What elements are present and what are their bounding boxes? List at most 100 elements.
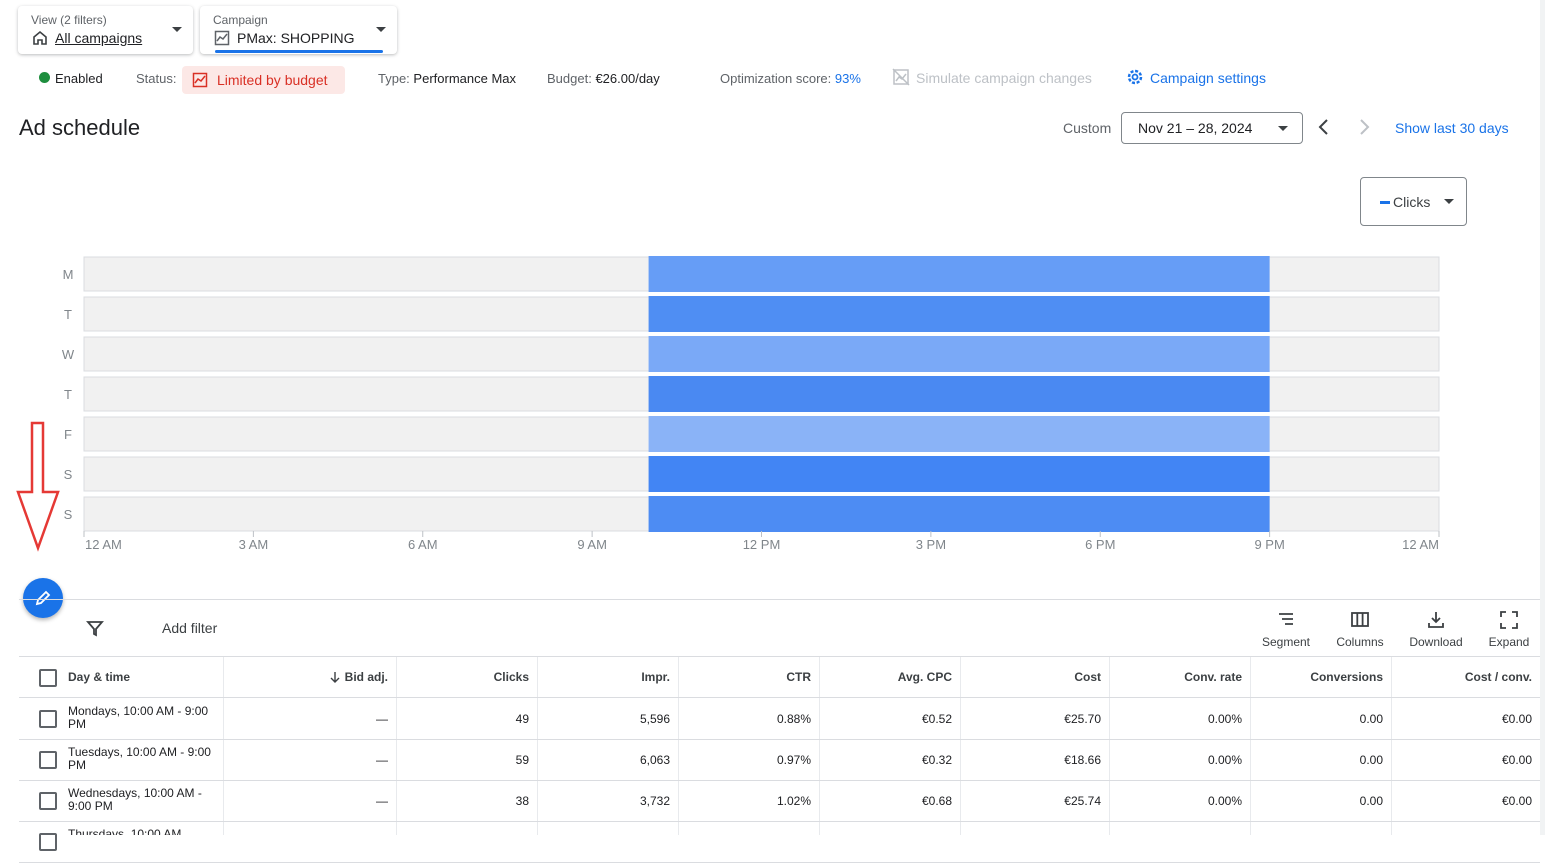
campaign-label: Campaign [213, 13, 268, 27]
campaign-selector[interactable]: Campaign PMax: SHOPPING [200, 6, 397, 54]
day-label: T [64, 307, 72, 322]
row-label: Wednesdays, 10:00 AM - 9:00 PM [68, 787, 202, 813]
simulate: Simulate campaign changes [916, 70, 1092, 86]
x-tick-label: 3 PM [916, 537, 946, 552]
x-tick-label: 3 AM [239, 537, 269, 552]
optimization-score[interactable]: 93% [834, 71, 861, 86]
column-title: Conv. rate [1184, 670, 1242, 684]
column-separator [537, 657, 538, 835]
sort-arrow [330, 672, 340, 683]
action-icon [1428, 612, 1444, 628]
action-label: Segment [1261, 635, 1311, 649]
cell-value: €18.66 [1064, 753, 1101, 767]
cell-value: €0.00 [1501, 753, 1532, 767]
campaign-value: PMax: SHOPPING [237, 30, 355, 46]
column-separator [960, 657, 961, 835]
metric-selector[interactable]: Clicks [1360, 177, 1467, 226]
cell-value: €0.32 [921, 753, 952, 767]
column-title: Bid adj. [344, 670, 388, 684]
column-separator [1391, 657, 1392, 835]
cell-value: 59 [515, 753, 529, 767]
previous-button[interactable] [1315, 117, 1333, 137]
cell-value: 1.02% [776, 794, 811, 808]
column-header[interactable]: Conversions [1250, 670, 1391, 684]
row-border [19, 821, 1540, 822]
schedule-bar [648, 416, 1270, 452]
day-label: F [64, 427, 72, 442]
column-header[interactable]: Cost [960, 670, 1109, 684]
column-header[interactable]: Avg. CPC [819, 670, 960, 684]
date-picker[interactable]: Nov 21 – 28, 2024 [1121, 112, 1303, 144]
cell-value: €0.00 [1501, 794, 1532, 808]
cell-value: 6,063 [639, 753, 670, 767]
budget-icon [192, 72, 208, 88]
row-checkbox[interactable] [39, 792, 57, 810]
table-top-border [19, 656, 1540, 657]
x-tick-label: 9 PM [1254, 537, 1284, 552]
schedule-bar [648, 496, 1270, 532]
column-title: Avg. CPC [897, 670, 952, 684]
column-title: Impr. [641, 670, 670, 684]
dropdown-caret [172, 27, 182, 32]
cell-value: 38 [515, 794, 529, 808]
add-filter[interactable]: Add filter [162, 620, 218, 636]
row-label: Tuesdays, 10:00 AM - 9:00 PM [68, 746, 211, 772]
row-label: Thursdays, 10:00 AM [68, 828, 182, 835]
active-underline [215, 50, 383, 53]
dropdown-caret [1278, 126, 1288, 131]
view-selector[interactable]: View (2 filters) All campaigns [18, 6, 193, 54]
select-all-checkbox[interactable] [39, 669, 57, 687]
budget: €26.00/day [595, 71, 660, 86]
cell-value: 0.00 [1359, 712, 1383, 726]
cell-value: — [376, 794, 388, 808]
gear-icon [1127, 69, 1143, 85]
row-checkbox[interactable] [39, 751, 57, 769]
cell-value: 0.88% [776, 712, 811, 726]
column-title: CTR [786, 670, 811, 684]
cell-value: 0.00 [1359, 753, 1383, 767]
type-label: Type: [378, 71, 410, 86]
row-checkbox[interactable] [39, 710, 57, 728]
schedule-bar [648, 256, 1270, 292]
show-last-30[interactable]: Show last 30 days [1395, 120, 1509, 136]
column-separator [1109, 657, 1110, 835]
column-header[interactable]: Cost / conv. [1391, 670, 1540, 684]
pencil-icon [35, 590, 51, 606]
toolbar-action[interactable]: Expand [1469, 608, 1545, 650]
row-checkbox[interactable] [39, 833, 57, 851]
column-separator [678, 657, 679, 835]
column-separator [819, 657, 820, 835]
x-tick-label: 6 PM [1085, 537, 1115, 552]
annotation-arrow [16, 421, 60, 552]
edit-button[interactable] [23, 578, 63, 618]
type: Performance Max [413, 71, 517, 86]
optimization-label: Optimization score: [720, 71, 832, 86]
status-chip[interactable]: Limited by budget [182, 66, 345, 94]
toolbar-action[interactable]: Columns [1320, 608, 1400, 650]
column-header[interactable]: Bid adj. [223, 670, 396, 684]
view-value: All campaigns [55, 30, 143, 46]
cell-value: 49 [515, 712, 529, 726]
cell-value: 0.00% [1207, 794, 1242, 808]
action-label: Download [1409, 635, 1463, 649]
cell-value: — [376, 753, 388, 767]
filter-icon[interactable] [86, 619, 104, 637]
action-icon [1351, 612, 1369, 627]
action-icon [1500, 611, 1518, 629]
cell-value: 3,732 [639, 794, 670, 808]
x-tick-label: 6 AM [408, 537, 438, 552]
x-tick-label: 12 AM [1402, 537, 1439, 552]
column-header[interactable]: Day & time [60, 670, 223, 684]
campaign-settings[interactable]: Campaign settings [1150, 70, 1266, 86]
simulate-icon [892, 68, 910, 86]
column-header[interactable]: Conv. rate [1109, 670, 1250, 684]
toolbar-action[interactable]: Download [1396, 608, 1476, 650]
cell-value: 0.00 [1359, 794, 1383, 808]
column-header[interactable]: CTR [678, 670, 819, 684]
toolbar-action[interactable]: Segment [1246, 608, 1326, 650]
column-header[interactable]: Clicks [396, 670, 537, 684]
next-button[interactable] [1355, 117, 1373, 137]
campaign-icon [214, 30, 230, 46]
column-header[interactable]: Impr. [537, 670, 678, 684]
enabled-dot [39, 72, 50, 83]
